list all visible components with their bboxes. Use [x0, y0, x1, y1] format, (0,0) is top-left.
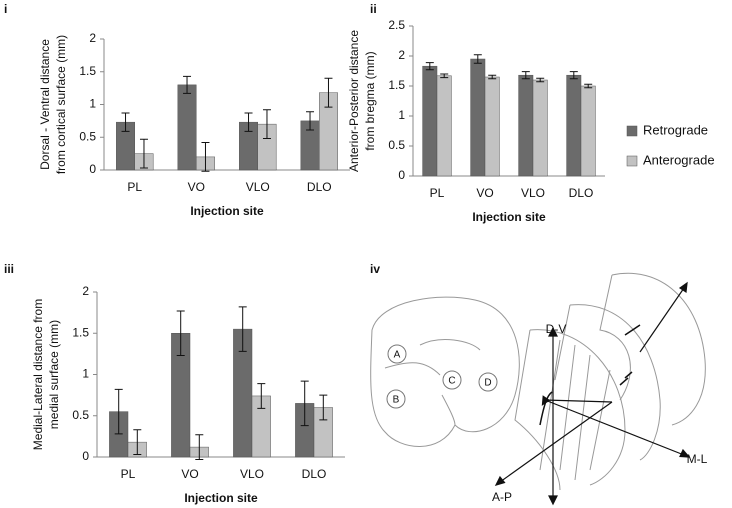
axis-label: A-P	[492, 490, 512, 504]
y-tick-label: 0	[89, 162, 96, 176]
y-tick-label: 2	[82, 284, 89, 298]
error-bar	[183, 75, 192, 94]
y-tick-label: 0.5	[388, 138, 405, 152]
y-axis-title: Anterior-Posterior distance	[347, 30, 361, 172]
x-axis-title: Injection site	[190, 204, 264, 218]
error-bar	[569, 71, 578, 80]
x-tick-label: PL	[127, 180, 142, 194]
x-tick-label: VO	[476, 186, 493, 200]
x-tick-label: PL	[430, 186, 445, 200]
error-bar	[201, 141, 210, 172]
error-bar	[324, 77, 333, 108]
error-bar	[319, 394, 328, 421]
error-bar	[195, 434, 204, 460]
y-axis-title: Dorsal - Ventral distance	[38, 39, 52, 170]
bar	[518, 74, 534, 177]
error-bar	[488, 74, 497, 80]
panel-label: ii	[370, 2, 377, 16]
error-bar	[133, 429, 142, 456]
axis-label: M-L	[687, 452, 708, 466]
error-bar	[114, 388, 123, 435]
y-tick-label: 1.5	[72, 325, 89, 339]
y-axis-title: from bregma (mm)	[363, 51, 377, 150]
legend-label: Anterograde	[643, 152, 715, 167]
y-tick-label: 2	[398, 48, 405, 62]
x-tick-label: DLO	[569, 186, 594, 200]
legend-swatch	[626, 125, 638, 137]
error-bar	[473, 54, 482, 64]
axes-arrows	[494, 281, 691, 506]
y-tick-label: 1.5	[79, 64, 96, 78]
error-bar	[176, 310, 185, 357]
region-label: D	[484, 378, 491, 389]
bar	[484, 76, 500, 177]
error-bar	[306, 111, 315, 131]
error-bar	[536, 77, 545, 83]
region-circle	[478, 372, 498, 392]
brain-diagram	[370, 272, 706, 491]
x-axis-title: Injection site	[472, 210, 546, 224]
y-tick-label: 1	[82, 367, 89, 381]
region-circle	[442, 370, 462, 390]
x-tick-label: VLO	[521, 186, 545, 200]
panel-label: iii	[4, 262, 14, 276]
y-tick-label: 0	[82, 449, 89, 463]
error-bar	[300, 380, 309, 427]
bar	[177, 84, 197, 171]
error-bar	[262, 109, 271, 140]
x-tick-label: DLO	[307, 180, 332, 194]
region-circle	[387, 344, 407, 364]
error-bar	[121, 112, 130, 132]
region-label: C	[448, 376, 455, 387]
x-tick-label: VLO	[246, 180, 270, 194]
y-tick-label: 0	[398, 168, 405, 182]
x-tick-label: DLO	[302, 467, 327, 481]
region-label: A	[394, 350, 401, 361]
bar	[580, 85, 596, 177]
bar	[436, 75, 452, 177]
y-tick-label: 1.5	[388, 78, 405, 92]
x-tick-label: VO	[188, 180, 205, 194]
bar	[566, 74, 582, 177]
x-tick-label: PL	[121, 467, 136, 481]
y-axis-title: Medial-Lateral distance from	[31, 299, 45, 450]
axis-label: D-V	[546, 322, 567, 336]
error-bar	[139, 138, 148, 169]
error-bar	[244, 112, 253, 132]
error-bar	[238, 306, 247, 352]
error-bar	[425, 62, 434, 71]
bar	[470, 58, 486, 177]
error-bar	[584, 83, 593, 89]
x-tick-label: VO	[181, 467, 198, 481]
x-axis-title: Injection site	[184, 491, 258, 505]
region-circle	[386, 389, 406, 409]
y-tick-label: 2.5	[388, 18, 405, 32]
x-tick-label: VLO	[240, 467, 264, 481]
bar	[422, 65, 438, 177]
y-tick-label: 1	[89, 97, 96, 111]
legend-label: Retrograde	[643, 122, 708, 137]
panel-label: i	[4, 2, 7, 16]
bar	[532, 79, 548, 177]
y-axis-title: from cortical surface (mm)	[54, 35, 68, 174]
legend-swatch	[626, 155, 638, 167]
y-tick-label: 0.5	[72, 408, 89, 422]
y-tick-label: 1	[398, 108, 405, 122]
y-tick-label: 0.5	[79, 129, 96, 143]
region-label: B	[393, 395, 400, 406]
error-bar	[521, 71, 530, 80]
panel-label: iv	[370, 262, 380, 276]
y-tick-label: 2	[89, 31, 96, 45]
error-bar	[257, 383, 266, 409]
error-bar	[440, 73, 449, 79]
y-axis-title: medial surface (mm)	[47, 320, 61, 429]
